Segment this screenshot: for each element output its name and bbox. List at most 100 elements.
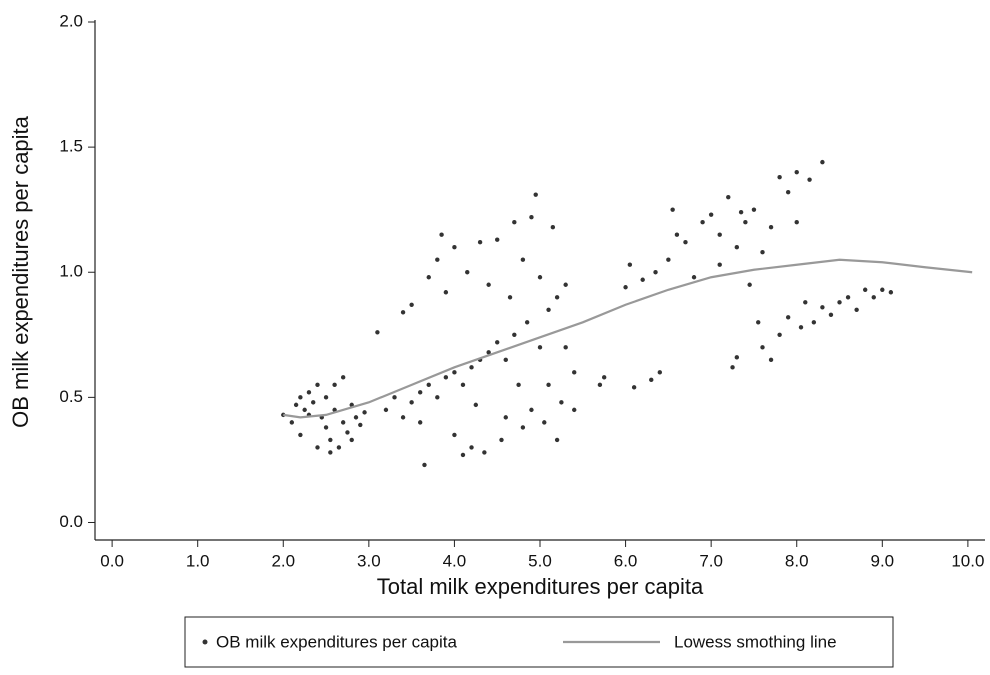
scatter-point [340, 375, 346, 380]
scatter-point [768, 224, 774, 230]
scatter-point [426, 275, 431, 280]
scatter-point [807, 177, 812, 182]
scatter-point [520, 257, 526, 262]
scatter-point [495, 237, 500, 242]
scatter-point [653, 270, 658, 275]
scatter-point [756, 320, 761, 325]
scatter-point [760, 250, 765, 255]
x-tick-label: 4.0 [443, 551, 467, 570]
legend-box [184, 616, 894, 668]
scatter-point [306, 390, 312, 395]
scatter-point [785, 189, 791, 195]
scatter-point [315, 382, 320, 388]
scatter-point [871, 295, 876, 300]
x-tick-label: 5.0 [528, 551, 552, 570]
scatter-point [563, 345, 568, 350]
scatter-point [465, 270, 470, 275]
scatter-point [726, 194, 731, 200]
scatter-point [674, 232, 680, 237]
scatter-point [854, 307, 859, 312]
scatter-point [597, 382, 603, 388]
scatter-point [734, 355, 740, 360]
x-tick-label: 7.0 [699, 551, 723, 570]
scatter-point [435, 395, 440, 400]
scatter-point [546, 382, 551, 388]
scatter-point [443, 290, 449, 295]
scatter-point [486, 282, 491, 287]
scatter-point [298, 432, 303, 438]
scatter-point [542, 420, 547, 425]
scatter-point [666, 257, 671, 262]
scatter-point [443, 375, 449, 380]
x-axis-title: Total milk expenditures per capita [377, 574, 704, 599]
scatter-point [400, 310, 406, 315]
scatter-point [777, 174, 782, 180]
scatter-point [422, 462, 427, 468]
scatter-point [383, 407, 389, 413]
scatter-point [734, 245, 740, 250]
scatter-point [550, 224, 556, 230]
scatter-point [469, 365, 474, 370]
scatter-point [417, 420, 423, 425]
scatter-point [323, 395, 329, 400]
x-tick-label: 9.0 [870, 551, 894, 570]
scatter-point [311, 400, 316, 405]
scatter-point [512, 219, 517, 225]
scatter-point [683, 240, 688, 245]
scatter-point [336, 445, 342, 450]
scatter-point [289, 420, 295, 425]
scatter-point [811, 320, 817, 325]
scatter-point [409, 400, 414, 405]
y-tick-label: 2.0 [59, 11, 83, 30]
scatter-point [499, 437, 504, 443]
scatter-point [315, 445, 320, 450]
scatter-point [828, 312, 834, 317]
scatter-point [477, 240, 483, 245]
scatter-point [473, 402, 479, 408]
scatter-point [717, 262, 722, 267]
x-tick-label: 2.0 [271, 551, 295, 570]
scatter-point [524, 320, 530, 325]
scatter-point [649, 377, 654, 383]
scatter-point [529, 214, 534, 220]
scatter-point [880, 287, 885, 292]
legend-marker [202, 639, 208, 645]
scatter-point [426, 382, 431, 388]
scatter-point [469, 445, 474, 450]
scatter-point [435, 257, 440, 262]
scatter-point [546, 307, 551, 312]
scatter-point [353, 415, 359, 420]
scatter-point [601, 375, 607, 380]
scatter-point [323, 425, 329, 430]
scatter-point [640, 277, 645, 282]
x-tick-label: 3.0 [357, 551, 381, 570]
scatter-point [717, 232, 722, 237]
scatter-point [623, 285, 628, 290]
scatter-point [452, 432, 457, 438]
scatter-point [691, 275, 697, 280]
scatter-point [760, 345, 765, 350]
scatter-point [785, 315, 791, 320]
scatter-point [345, 430, 350, 435]
scatter-point [298, 395, 303, 400]
scatter-point [747, 282, 752, 287]
scatter-point [520, 425, 526, 430]
y-tick-label: 0.0 [59, 512, 83, 531]
scatter-point [460, 452, 466, 458]
scatter-point [631, 385, 637, 390]
scatter-point [554, 295, 560, 300]
scatter-point [328, 437, 333, 443]
scatter-point [730, 365, 735, 370]
scatter-point [768, 357, 774, 363]
scatter-point [417, 390, 423, 395]
scatter-point [738, 209, 744, 215]
scatter-point [512, 332, 517, 338]
scatter-point [507, 295, 513, 300]
scatter-point [375, 330, 380, 335]
scatter-point [820, 159, 825, 165]
scatter-point [358, 422, 363, 428]
scatter-point [452, 370, 457, 375]
scatter-point [794, 219, 799, 225]
legend-label: OB milk expenditures per capita [216, 632, 457, 651]
